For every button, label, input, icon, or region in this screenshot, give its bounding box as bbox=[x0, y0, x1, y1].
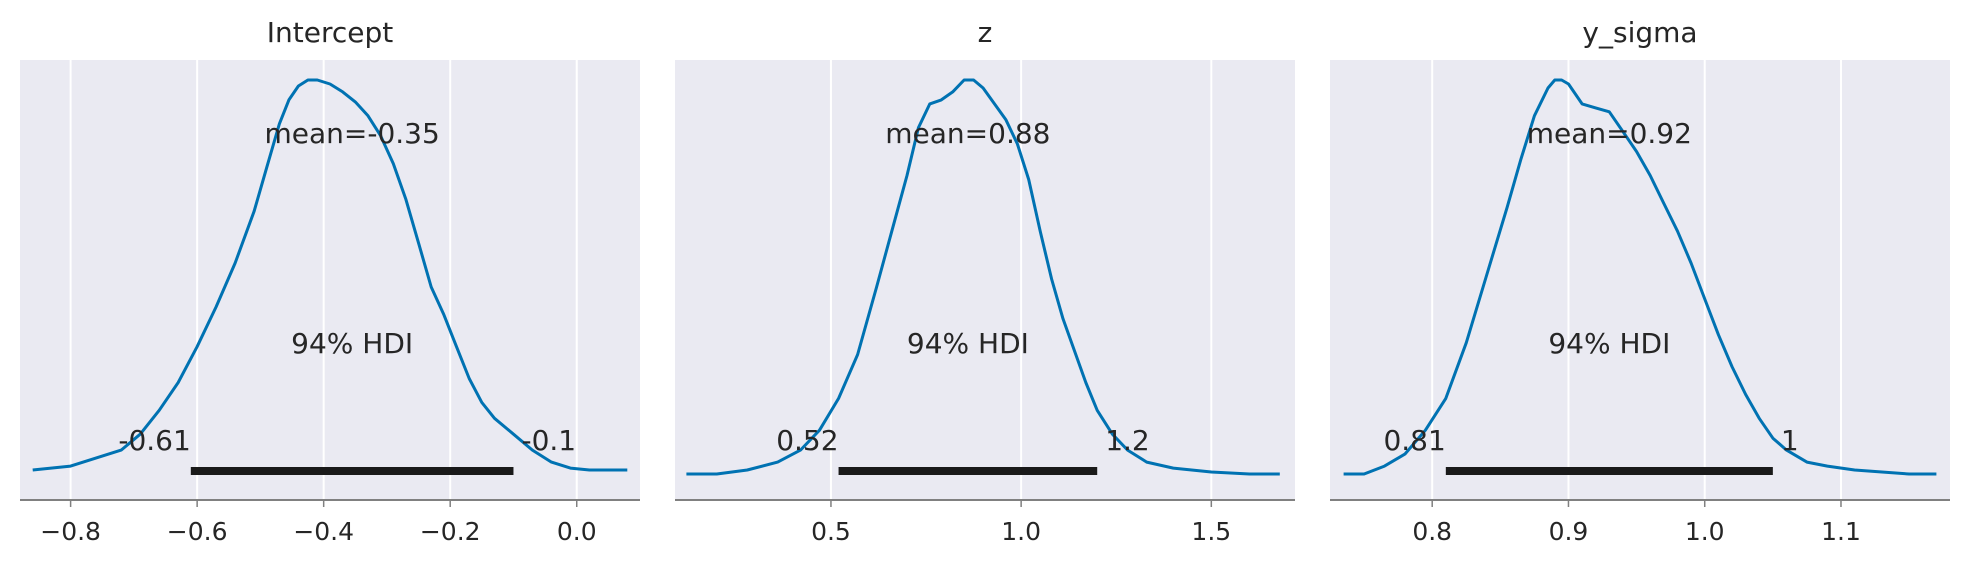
hdi-high-label: -0.1 bbox=[521, 424, 576, 457]
hdi-label: 94% HDI bbox=[907, 327, 1029, 360]
hdi-high-label: 1 bbox=[1781, 424, 1799, 457]
hdi-low-label: -0.61 bbox=[118, 424, 190, 457]
panel-title: y_sigma bbox=[1582, 16, 1697, 49]
panel-2: 0.5 1.0 1.5 z 0.52 1.2 94% HDI mean=0.88 bbox=[675, 16, 1295, 546]
x-tick-label: −0.2 bbox=[420, 517, 481, 546]
plot-area bbox=[675, 60, 1295, 500]
panel-3: 0.8 0.9 1.0 1.1 y_sigma 0.81 1 94% HDI mean=0.92 bbox=[1330, 16, 1950, 546]
mean-label: mean=0.92 bbox=[1527, 117, 1692, 150]
mean-label: mean=0.88 bbox=[885, 117, 1050, 150]
x-tick-label: 0.8 bbox=[1412, 517, 1452, 546]
x-tick-label: 1.0 bbox=[1001, 517, 1041, 546]
x-tick-label: −0.8 bbox=[40, 517, 101, 546]
panel-1: −0.8 −0.6 −0.4 −0.2 0.0 Intercept -0.61 -0.1 94%… bbox=[20, 16, 640, 546]
plot-area bbox=[20, 60, 640, 500]
x-tick-label: 1.1 bbox=[1821, 517, 1861, 546]
density-curve bbox=[686, 78, 1280, 476]
hdi-low-label: 0.81 bbox=[1383, 424, 1445, 457]
panel-title: Intercept bbox=[267, 16, 394, 49]
x-tick-label: 1.0 bbox=[1685, 517, 1725, 546]
mean-label: mean=-0.35 bbox=[264, 117, 439, 150]
hdi-low-label: 0.52 bbox=[776, 424, 838, 457]
panel-title: z bbox=[978, 16, 993, 49]
x-tick-label: 0.9 bbox=[1549, 517, 1589, 546]
plot-area bbox=[1330, 60, 1950, 500]
x-tick-label: −0.6 bbox=[167, 517, 228, 546]
hdi-label: 94% HDI bbox=[1548, 327, 1670, 360]
x-tick-label: 0.5 bbox=[811, 517, 851, 546]
x-tick-label: 0.0 bbox=[557, 517, 597, 546]
density-curve bbox=[32, 78, 628, 472]
hdi-high-label: 1.2 bbox=[1105, 424, 1150, 457]
density-curve bbox=[1343, 78, 1937, 476]
hdi-label: 94% HDI bbox=[291, 327, 413, 360]
x-tick-label: 1.5 bbox=[1191, 517, 1231, 546]
x-tick-label: −0.4 bbox=[293, 517, 354, 546]
